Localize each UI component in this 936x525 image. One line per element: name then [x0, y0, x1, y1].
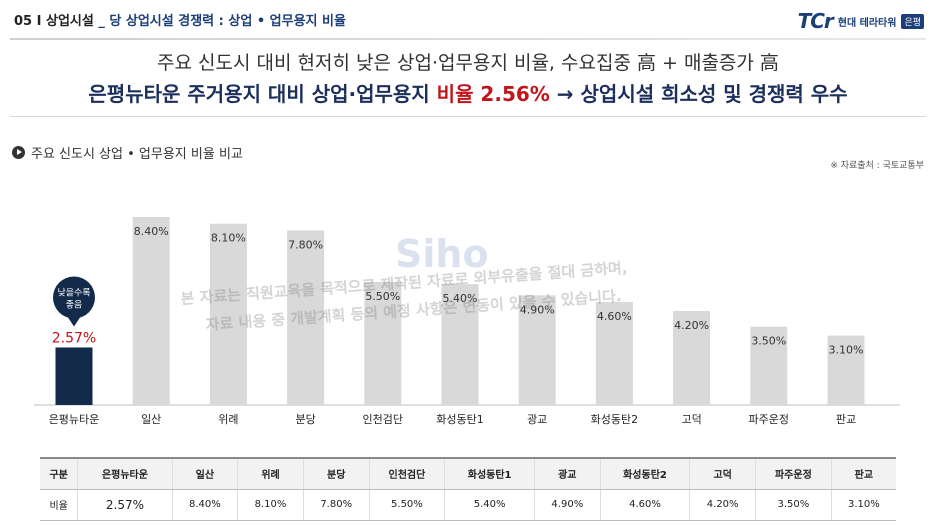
- data-label-0: 2.57%: [52, 330, 96, 346]
- data-label-3: 7.80%: [288, 238, 323, 251]
- data-label-6: 4.90%: [520, 303, 555, 316]
- logo-text: 현대 테라타워: [837, 17, 897, 29]
- tick-label-6: 광교: [527, 413, 547, 426]
- play-bullet-icon: [12, 146, 25, 159]
- headline-part1: 은평뉴타운 주거용지 대비 상업·업무용지: [88, 82, 430, 106]
- bar-9: [750, 326, 788, 405]
- headline-accent: 비율 2.56%: [436, 82, 550, 106]
- callout-pointer: [66, 314, 82, 327]
- headline-divider: [10, 116, 926, 117]
- bar-chart: 2.57% 은평뉴타운 낮을수록 좋음 8.40% 일산 8.10% 위례 7.80% 분당 5.5…: [0, 190, 936, 440]
- data-label-7: 4.60%: [597, 310, 632, 323]
- table-header-cell: 광교: [534, 458, 601, 490]
- table-value-cell: 4.20%: [689, 489, 757, 521]
- headline-line1: 주요 신도시 대비 현저히 낮은 상업·업무용지 비율, 수요집중 高 + 매출…: [157, 52, 779, 74]
- source-note: ※ 자료출처 : 국토교통부: [830, 161, 924, 171]
- subsection-heading: 주요 신도시 상업 • 업무용지 비율 비교: [12, 143, 243, 162]
- table-value-cell: 4.90%: [534, 489, 601, 521]
- table-value-cell: 7.80%: [303, 489, 370, 521]
- data-label-2: 8.10%: [211, 232, 246, 245]
- tick-label-5: 화성동탄1: [436, 413, 483, 426]
- table-header-cell: 은평뉴타운: [77, 458, 173, 490]
- logo-mark: TCr: [797, 9, 834, 33]
- table-header-cell: 화성동탄2: [600, 458, 691, 490]
- headline-part2: → 상업시설 희소성 및 경쟁력 우수: [556, 82, 848, 106]
- table-value-cell: 3.10%: [831, 489, 896, 521]
- tick-label-1: 일산: [141, 412, 161, 426]
- table-header-cell: 판교: [831, 458, 896, 490]
- table-value-cell: 5.40%: [444, 489, 535, 521]
- table-header-row: 구분 은평뉴타운 일산 위례 분당 인천검단 화성동탄1 광교 화성동탄2 고덕 파주운정 판교: [40, 458, 896, 490]
- section-number: 05 I: [14, 14, 42, 29]
- bar-1: [132, 217, 170, 405]
- callout-circle: [53, 276, 95, 319]
- company-logo: TCr 현대 테라타워 은평: [798, 9, 924, 33]
- table-header-label: 구분: [40, 458, 79, 490]
- callout-text-2: 좋음: [66, 299, 83, 310]
- table-value-cell: 3.50%: [755, 489, 832, 521]
- table-value-cell: 8.40%: [172, 489, 239, 521]
- table-header-cell: 분당: [303, 458, 370, 490]
- data-label-5: 5.40%: [443, 292, 478, 305]
- bar-7: [595, 302, 633, 405]
- data-label-4: 5.50%: [365, 290, 400, 303]
- data-label-10: 3.10%: [829, 344, 864, 357]
- data-label-9: 3.50%: [751, 335, 786, 348]
- table-value-cell: 5.50%: [369, 489, 446, 521]
- tick-label-0: 은평뉴타운: [49, 413, 100, 426]
- table-value-cell: 4.60%: [600, 489, 691, 521]
- logo-badge: 은평: [901, 13, 924, 29]
- bar-8: [673, 311, 711, 405]
- subsection-title: 주요 신도시 상업 • 업무용지 비율 비교: [31, 147, 243, 162]
- bar-3: [287, 230, 325, 405]
- bar-10: [827, 335, 865, 405]
- table-row: 비율 2.57% 8.40% 8.10% 7.80% 5.50% 5.40% 4.90% 4.…: [40, 489, 896, 521]
- tick-label-2: 위례: [218, 413, 238, 426]
- data-label-1: 8.40%: [134, 225, 169, 238]
- table-header-cell: 일산: [172, 458, 239, 490]
- callout-text-1: 낮을수록: [57, 287, 90, 298]
- section-subtitle: _ 당 상업시설 경쟁력 : 상업 • 업무용지 비율: [98, 14, 346, 29]
- tick-label-9: 파주운정: [749, 413, 789, 426]
- data-label-8: 4.20%: [674, 319, 709, 332]
- section-name: 상업시설: [46, 14, 94, 29]
- bar-6: [518, 295, 556, 405]
- table-header-cell: 화성동탄1: [444, 458, 535, 490]
- tick-label-3: 분당: [295, 413, 315, 426]
- table-header-cell: 고덕: [689, 458, 757, 490]
- tick-label-10: 판교: [836, 413, 856, 426]
- header-divider: [10, 38, 926, 40]
- table-header-cell: 인천검단: [369, 458, 446, 490]
- table-header-cell: 파주운정: [755, 458, 832, 490]
- table-row-label: 비율: [40, 489, 79, 521]
- top-header: 05 I 상업시설 _ 당 상업시설 경쟁력 : 상업 • 업무용지 비율 TC…: [0, 0, 936, 40]
- bar-2: [209, 223, 247, 405]
- headline-line2: 은평뉴타운 주거용지 대비 상업·업무용지 비율 2.56% → 상업시설 희소…: [0, 78, 936, 107]
- bar-4: [364, 281, 402, 405]
- bar-0: [55, 347, 93, 405]
- ratio-table: 구분 은평뉴타운 일산 위례 분당 인천검단 화성동탄1 광교 화성동탄2 고덕 파주운정 판교 비…: [40, 457, 896, 521]
- table-value-cell: 2.57%: [77, 489, 173, 521]
- tick-label-7: 화성동탄2: [591, 413, 638, 426]
- bar-5: [441, 284, 479, 405]
- table-header-cell: 위례: [237, 458, 304, 490]
- table-value-cell: 8.10%: [237, 489, 304, 521]
- tick-label-4: 인천검단: [363, 412, 403, 426]
- tick-label-8: 고덕: [681, 413, 701, 426]
- section-title: 05 I 상업시설 _ 당 상업시설 경쟁력 : 상업 • 업무용지 비율: [14, 10, 346, 29]
